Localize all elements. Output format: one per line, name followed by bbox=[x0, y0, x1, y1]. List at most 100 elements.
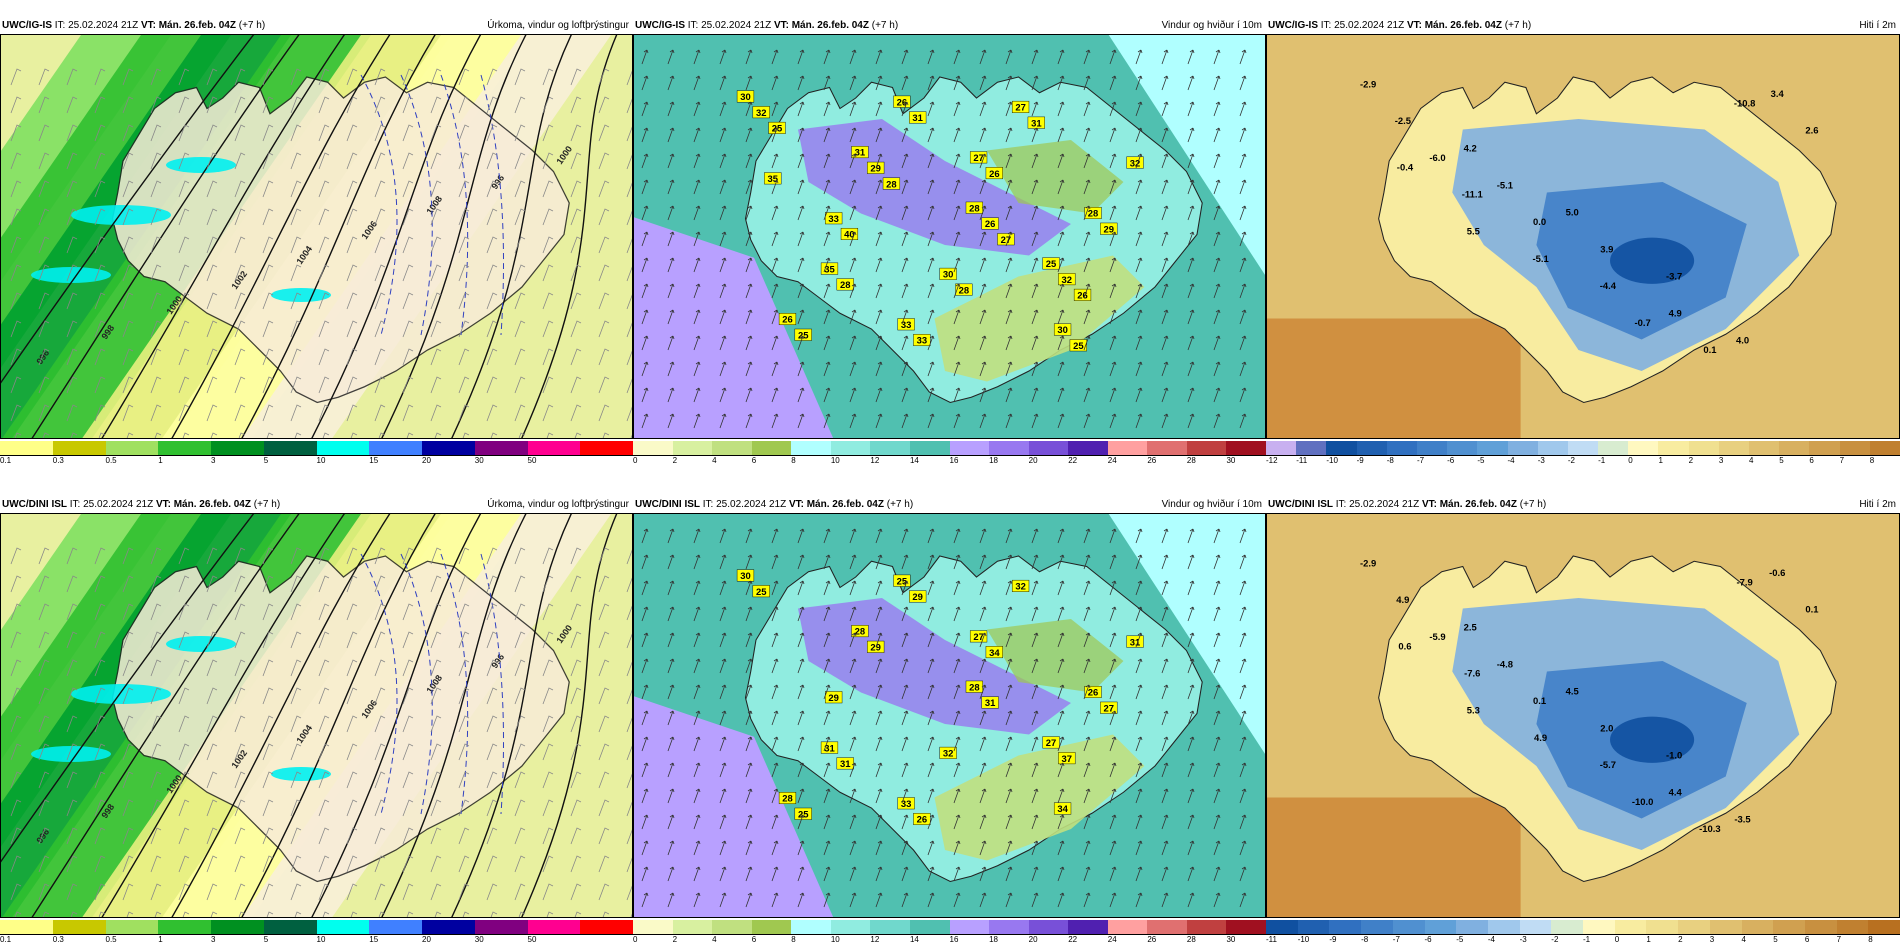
gust-label: 26 bbox=[917, 815, 928, 826]
isobar bbox=[171, 35, 391, 438]
gust-label: 26 bbox=[1077, 291, 1088, 302]
gust-label: 31 bbox=[1031, 118, 1042, 129]
colorbar-tick: 28 bbox=[1186, 935, 1196, 944]
colorbar-tick: 0 bbox=[633, 456, 638, 465]
init-time: IT: 25.02.2024 21Z bbox=[67, 499, 156, 510]
colorbar-swatch bbox=[1147, 920, 1188, 934]
map-canvas: 30 31 28 25 26 26 27 28 35 33 27 32 33 30 30 32 29 26 32 25… bbox=[634, 35, 1265, 438]
colorbar-tick: 10 bbox=[830, 935, 840, 944]
colorbar-tick: 30 bbox=[474, 935, 484, 944]
colorbar-tick: -3 bbox=[1519, 935, 1527, 944]
isobar bbox=[311, 514, 482, 917]
colorbar-swatch bbox=[52, 441, 107, 455]
colorbar-tick: -9 bbox=[1356, 456, 1364, 465]
temp-label: 4.9 bbox=[1534, 733, 1547, 744]
colorbar-tick: 8 bbox=[791, 935, 796, 944]
gust-label: 33 bbox=[917, 336, 928, 347]
temp-label: 4.5 bbox=[1566, 687, 1579, 698]
lead-time: (+7 h) bbox=[1501, 20, 1532, 31]
temp-label: 5.5 bbox=[1467, 227, 1480, 238]
colorbar-tick: -11 bbox=[1296, 456, 1308, 465]
lead-time: (+7 h) bbox=[868, 20, 899, 31]
temp-label: 3.4 bbox=[1771, 89, 1785, 100]
colorbar-axis bbox=[1266, 455, 1900, 456]
isobar bbox=[1, 514, 255, 863]
colorbar-tick: 6 bbox=[751, 935, 757, 944]
colorbar-tick: 24 bbox=[1107, 935, 1117, 944]
colorbar: -11 -10 -9 -8 -7 -6 -5 -4 -3 -2 -1 0 1 2 3 4 5 6 7 8 bbox=[1266, 920, 1900, 948]
colorbar-tick: 3 bbox=[1718, 456, 1724, 465]
colorbar-swatch bbox=[751, 441, 793, 455]
colorbar-tick: 4 bbox=[1741, 935, 1746, 944]
panel-header: UWC/DINI ISL IT: 25.02.2024 21Z VT: Mán.… bbox=[0, 497, 633, 513]
isobar bbox=[101, 35, 345, 438]
model-name: UWC/IG-IS bbox=[635, 20, 685, 31]
colorbar-swatch bbox=[751, 920, 793, 934]
colorbar-tick: 26 bbox=[1147, 456, 1157, 465]
gust-label: 31 bbox=[855, 148, 866, 159]
temp-label: 3.9 bbox=[1600, 244, 1613, 255]
gust-label: 25 bbox=[1073, 341, 1084, 352]
map-canvas: -2.9 4.2 5.0 -3.7 4.0 -2.5 -5.1 3.9 4.9 3.4 -6.0 0.… bbox=[1267, 35, 1899, 438]
gust-label: 25 bbox=[897, 576, 908, 587]
temp-label: -10.0 bbox=[1632, 797, 1654, 808]
colorbar-swatch bbox=[1598, 441, 1630, 455]
colorbar-tick: -12 bbox=[1266, 456, 1278, 465]
map-temp: -2.9 2.5 4.5 -1.0 -3.5 4.9 -4.8 2.0 4.4 -0.6 -5.9 0… bbox=[1266, 513, 1900, 918]
colorbar-tick: 12 bbox=[870, 456, 880, 465]
colorbar-tick: 10 bbox=[830, 456, 840, 465]
colorbar-tick: 30 bbox=[1226, 935, 1236, 944]
panel-run-info: UWC/IG-IS IT: 25.02.2024 21Z VT: Mán. 26… bbox=[635, 18, 898, 34]
colorbar-tick: 20 bbox=[1028, 456, 1038, 465]
colorbar-swatch bbox=[1477, 441, 1509, 455]
temp-label: 2.5 bbox=[1464, 623, 1477, 634]
colorbar-tick: -7 bbox=[1416, 456, 1425, 465]
colorbar-swatch bbox=[1688, 441, 1720, 455]
gust-label: 27 bbox=[973, 153, 984, 164]
map-precip: 996 998 1000 1002 1004 1006 1008 996 1000 bbox=[0, 513, 633, 918]
temp-label: 4.2 bbox=[1464, 144, 1477, 155]
temp-label: 2.6 bbox=[1805, 126, 1818, 137]
gust-label: 28 bbox=[855, 627, 866, 638]
gust-label: 34 bbox=[989, 648, 1000, 659]
gust-label: 28 bbox=[1088, 209, 1099, 220]
gust-label: 27 bbox=[1104, 703, 1115, 714]
gust-label: 27 bbox=[1001, 235, 1012, 246]
panel-title: Hiti í 2m bbox=[1859, 499, 1896, 510]
colorbar-tick: 16 bbox=[949, 935, 959, 944]
gust-label: 29 bbox=[870, 643, 881, 654]
panel-wind-dini: UWC/DINI ISL IT: 25.02.2024 21Z VT: Mán.… bbox=[633, 497, 1267, 945]
colorbar-tick: 3 bbox=[211, 935, 216, 944]
heavy-precip-area bbox=[166, 157, 236, 173]
colorbar-tick: -8 bbox=[1361, 935, 1369, 944]
gust-label: 28 bbox=[782, 794, 793, 805]
colorbar-swatch bbox=[1646, 920, 1680, 934]
gust-label: 37 bbox=[1062, 754, 1073, 765]
colorbar-swatch bbox=[1583, 920, 1616, 934]
colorbar-swatch bbox=[1326, 441, 1358, 455]
colorbar-tick: 1 bbox=[1658, 456, 1663, 465]
colorbar-swatch bbox=[830, 920, 872, 934]
panel-run-info: UWC/IG-IS IT: 25.02.2024 21Z VT: Mán. 26… bbox=[2, 18, 265, 34]
panel-temp-igis: UWC/IG-IS IT: 25.02.2024 21Z VT: Mán. 26… bbox=[1266, 18, 1900, 466]
isobar bbox=[101, 514, 345, 917]
colorbar-tick: 8 bbox=[1869, 456, 1875, 465]
temp-label: -0.6 bbox=[1769, 568, 1785, 579]
gust-label: 27 bbox=[973, 632, 984, 643]
gust-label: 26 bbox=[782, 315, 793, 326]
colorbar-swatch bbox=[211, 441, 265, 455]
heavy-precip-area bbox=[31, 746, 111, 762]
gust-label: 32 bbox=[943, 749, 954, 760]
colorbar-tick: 1 bbox=[1646, 935, 1651, 944]
colorbar-swatch bbox=[1809, 441, 1841, 455]
temp-label: 4.0 bbox=[1736, 336, 1749, 347]
colorbar-swatch bbox=[422, 441, 476, 455]
panel-header: UWC/DINI ISL IT: 25.02.2024 21Z VT: Mán.… bbox=[1266, 497, 1900, 513]
colorbar-swatch bbox=[1614, 920, 1648, 934]
gust-label: 31 bbox=[1130, 637, 1141, 648]
colorbar-swatch bbox=[1628, 441, 1660, 455]
colorbar-swatch bbox=[909, 920, 951, 934]
colorbar-swatch bbox=[1186, 920, 1228, 934]
colorbar-swatch bbox=[1537, 441, 1569, 455]
colorbar-swatch bbox=[211, 920, 265, 934]
